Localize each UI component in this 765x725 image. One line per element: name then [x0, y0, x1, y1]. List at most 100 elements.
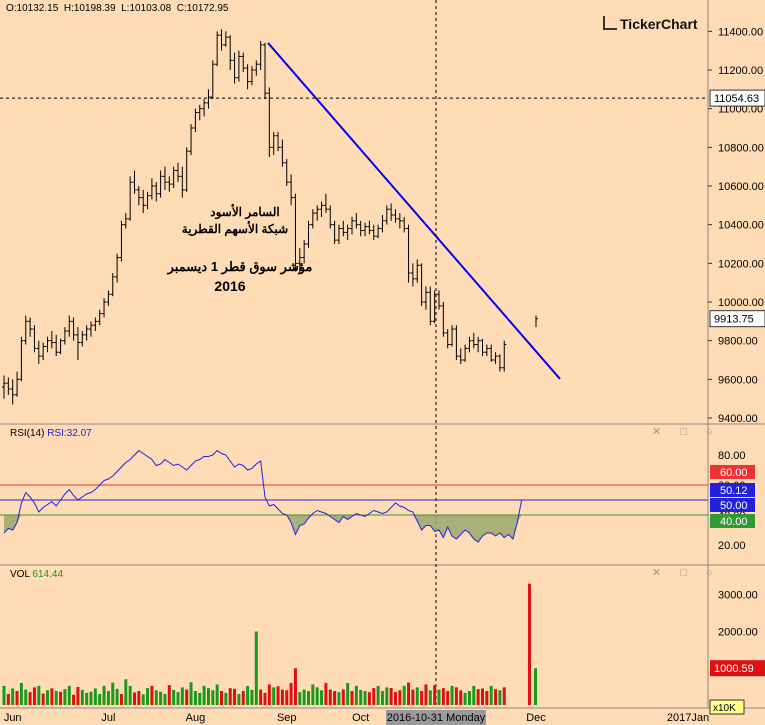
- volume-bar: [350, 691, 354, 705]
- volume-bar: [28, 692, 32, 705]
- vol-tick-label: 2000.00: [718, 626, 758, 638]
- volume-bar: [46, 690, 49, 705]
- volume-bar: [72, 694, 76, 705]
- volume-bar: [85, 692, 89, 705]
- volume-bar: [424, 684, 428, 705]
- volume-bar: [163, 693, 167, 705]
- volume-bar: [228, 688, 232, 705]
- volume-bar: [246, 685, 250, 705]
- vol-unit-box: [709, 699, 745, 715]
- crosshair-price-box: [709, 89, 765, 107]
- volume-bar: [80, 689, 84, 705]
- volume-bar: [454, 687, 458, 705]
- volume-bar: [315, 687, 319, 705]
- volume-bar: [346, 682, 350, 705]
- ohlc-readout: O:10132.15 H:10198.39 L:10103.08 C:10172…: [6, 3, 228, 14]
- rsi-level-label: 50.00: [720, 500, 748, 512]
- volume-bar: [189, 682, 193, 705]
- volume-bar: [19, 682, 23, 705]
- close-value: C:10172.95: [176, 3, 229, 14]
- rsi-level-box: [710, 483, 755, 497]
- rsi-title: RSI(14): [10, 428, 45, 439]
- volume-bar: [267, 684, 271, 705]
- volume-bar: [6, 693, 10, 705]
- volume-bar: [241, 691, 245, 705]
- volume-bar: [459, 690, 463, 705]
- volume-bar: [98, 693, 102, 705]
- volume-bar: [441, 688, 445, 705]
- volume-bar: [402, 685, 406, 705]
- volume-bar: [307, 691, 310, 705]
- vol-window-buttons[interactable]: ✕ □ ○: [652, 567, 721, 579]
- volume-bar: [407, 682, 411, 705]
- volume-bar: [341, 689, 345, 705]
- volume-bar: [446, 691, 450, 705]
- volume-bar: [220, 691, 223, 705]
- volume-bar: [263, 692, 267, 705]
- volume-bar: [63, 689, 67, 705]
- vol-tick-label: 3000.00: [718, 590, 758, 602]
- volume-bar: [185, 689, 189, 705]
- volume-bar: [215, 684, 219, 705]
- volume-bar: [394, 692, 397, 705]
- vol-last-box: [710, 660, 765, 677]
- volume-bar: [2, 685, 6, 705]
- volume-bar: [494, 689, 498, 705]
- rsi-level-box: [710, 498, 755, 512]
- vol-last-label: 1000.59: [714, 663, 754, 675]
- price-tick-label: 10800.00: [718, 142, 764, 154]
- volume-bar: [172, 689, 176, 705]
- time-tick-label: Oct: [352, 712, 369, 724]
- rsi-tick-label: 80.00: [718, 450, 746, 462]
- volume-bar: [363, 691, 367, 705]
- time-tick-label: 2017Jan: [667, 712, 709, 724]
- volume-bar: [385, 687, 389, 705]
- volume-bar: [37, 685, 41, 705]
- volume-bar: [293, 668, 297, 705]
- volume-bar: [389, 688, 393, 705]
- volume-bar: [211, 690, 215, 705]
- volume-bar: [202, 685, 206, 705]
- volume-bar: [450, 685, 454, 705]
- brand-name: TickerChart: [620, 16, 698, 32]
- volume-bar: [124, 679, 128, 705]
- logo-icon: [603, 16, 617, 30]
- volume-bar: [302, 689, 306, 705]
- volume-bar: [41, 693, 45, 705]
- time-tick-label: Jun: [4, 712, 22, 724]
- volume-bar: [133, 692, 136, 705]
- price-tick-label: 10400.00: [718, 220, 764, 232]
- volume-bar: [333, 691, 337, 705]
- price-tick-label: 9400.00: [718, 413, 758, 425]
- open-value: O:10132.15: [6, 3, 59, 14]
- rsi-level-box: [710, 465, 755, 479]
- rsi-header: RSI(14) RSI:32.07: [10, 428, 92, 439]
- volume-bar: [250, 689, 254, 705]
- volume-bar: [472, 685, 476, 705]
- crosshair-price-label: 11054.63: [714, 93, 759, 105]
- volume-bar: [11, 688, 15, 705]
- volume-bar: [359, 689, 363, 705]
- rsi-value-label: RSI:32.07: [47, 428, 92, 439]
- volume-bar: [337, 692, 341, 705]
- annotation-line-3: مؤشر سوق قطر 1 ديسمبر: [167, 259, 313, 274]
- volume-bar: [534, 668, 537, 705]
- time-tick-label: Dec: [526, 712, 546, 724]
- volume-bar: [415, 687, 419, 705]
- price-tick-label: 9600.00: [718, 374, 758, 386]
- volume-bar: [420, 691, 424, 705]
- volume-bar: [376, 685, 380, 705]
- volume-bar: [437, 689, 441, 705]
- volume-bar: [54, 691, 58, 705]
- volume-bar: [428, 690, 432, 705]
- price-tick-label: 11400.00: [718, 26, 763, 38]
- rsi-level-box: [710, 514, 755, 528]
- vol-unit-label: x10K: [713, 703, 736, 714]
- volume-bar: [380, 691, 384, 705]
- volume-bar: [193, 691, 197, 705]
- last-price-box: [709, 310, 765, 328]
- annotation-line-4: 2016: [214, 278, 246, 294]
- rsi-window-buttons[interactable]: ✕ □ ○: [652, 426, 721, 438]
